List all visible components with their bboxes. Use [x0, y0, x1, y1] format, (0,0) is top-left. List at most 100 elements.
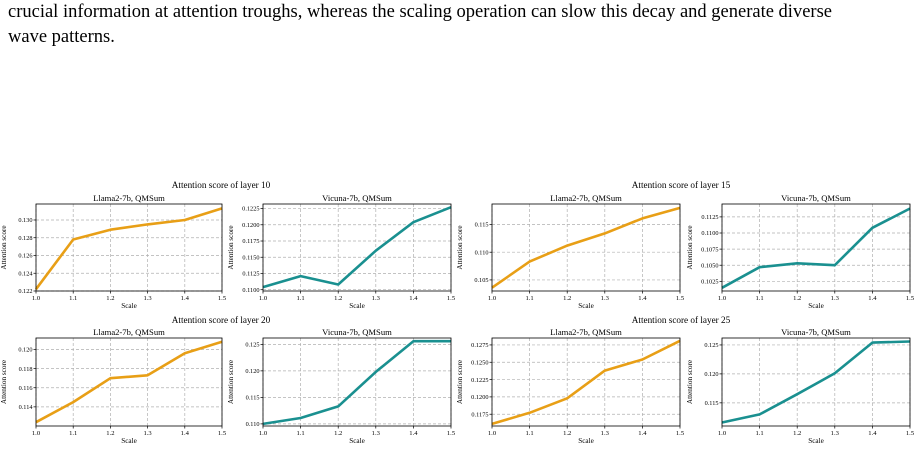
x-axis-label: Scale	[808, 302, 824, 310]
y-tick-label: 0.1200	[471, 394, 488, 401]
x-tick-label: 1.0	[32, 430, 41, 437]
series-line-0	[722, 209, 910, 288]
x-tick-label: 1.0	[488, 430, 497, 437]
y-tick-label: 0.110	[246, 421, 260, 428]
y-tick-label: 0.1100	[701, 230, 718, 237]
y-tick-label: 0.125	[704, 342, 718, 349]
y-tick-label: 0.1175	[471, 411, 488, 418]
y-axis-label: Attention score	[0, 225, 8, 269]
x-tick-label: 1.3	[372, 295, 381, 302]
y-axis-label: Attention score	[686, 225, 694, 269]
caption-line-1: crucial information at attention troughs…	[8, 0, 912, 25]
y-axis-label: Attention score	[456, 225, 464, 269]
x-tick-label: 1.0	[718, 295, 727, 302]
x-tick-label: 1.2	[334, 295, 342, 302]
y-tick-label: 0.1150	[242, 254, 259, 261]
x-axis-label: Scale	[808, 437, 824, 445]
y-tick-label: 0.122	[18, 288, 32, 295]
x-tick-label: 1.4	[868, 430, 877, 437]
y-tick-label: 0.120	[704, 371, 718, 378]
x-tick-label: 1.1	[755, 295, 763, 302]
x-tick-label: 1.4	[638, 295, 647, 302]
subplot-title: Vicuna-7b, QMSum	[781, 327, 851, 337]
x-tick-label: 1.5	[676, 430, 685, 437]
caption-line-2: wave patterns.	[8, 25, 912, 50]
y-tick-label: 0.128	[18, 235, 32, 242]
y-tick-label: 0.1225	[242, 206, 259, 213]
x-axis-label: Scale	[349, 302, 365, 310]
x-tick-label: 1.2	[106, 295, 114, 302]
plot-frame	[722, 338, 910, 426]
series-line-0	[722, 342, 910, 423]
y-tick-label: 0.118	[19, 366, 33, 373]
series-line-0	[36, 342, 222, 422]
y-tick-label: 0.105	[474, 277, 488, 284]
y-tick-label: 0.1250	[471, 359, 488, 366]
y-tick-label: 0.1275	[471, 342, 488, 349]
x-tick-label: 1.4	[868, 295, 877, 302]
x-tick-label: 1.0	[259, 430, 268, 437]
y-tick-label: 0.130	[18, 217, 32, 224]
x-tick-label: 1.5	[906, 430, 915, 437]
x-tick-label: 1.3	[601, 295, 610, 302]
y-tick-label: 0.1025	[701, 279, 718, 286]
y-axis-label: Attention score	[686, 360, 694, 404]
series-line-0	[492, 341, 680, 424]
series-line-0	[263, 207, 451, 287]
y-axis-label: Attention score	[456, 360, 464, 404]
plot-frame	[492, 338, 680, 426]
subplot-title: Vicuna-7b, QMSum	[781, 193, 851, 203]
x-tick-label: 1.5	[906, 295, 915, 302]
series-line-0	[263, 341, 451, 424]
y-tick-label: 0.126	[18, 253, 32, 260]
x-tick-label: 1.5	[218, 430, 227, 437]
x-tick-label: 1.1	[525, 430, 533, 437]
group-title-1: Attention score of layer 15	[632, 180, 731, 190]
y-tick-label: 0.1175	[242, 238, 259, 245]
x-tick-label: 1.3	[143, 295, 152, 302]
x-tick-label: 1.1	[525, 295, 533, 302]
x-tick-label: 1.0	[32, 295, 41, 302]
x-tick-label: 1.3	[143, 430, 152, 437]
x-tick-label: 1.2	[334, 430, 342, 437]
y-tick-label: 0.115	[475, 222, 489, 229]
y-tick-label: 0.115	[705, 400, 719, 407]
y-tick-label: 0.120	[18, 347, 32, 354]
y-tick-label: 0.125	[245, 342, 259, 349]
x-tick-label: 1.4	[638, 430, 647, 437]
x-axis-label: Scale	[578, 302, 594, 310]
y-axis-label: Attention score	[227, 225, 235, 269]
y-tick-label: 0.1125	[701, 214, 718, 221]
x-axis-label: Scale	[121, 437, 137, 445]
x-tick-label: 1.4	[181, 295, 190, 302]
group-title-0: Attention score of layer 10	[172, 180, 271, 190]
subplot-title: Llama2-7b, QMSum	[93, 193, 165, 203]
x-tick-label: 1.5	[676, 295, 685, 302]
x-tick-label: 1.1	[69, 430, 77, 437]
group-title-2: Attention score of layer 20	[172, 315, 271, 325]
x-tick-label: 1.1	[296, 295, 304, 302]
y-tick-label: 0.114	[19, 404, 34, 411]
x-tick-label: 1.4	[409, 295, 418, 302]
y-tick-label: 0.1050	[701, 262, 718, 269]
group-title-3: Attention score of layer 25	[632, 315, 731, 325]
x-tick-label: 1.1	[755, 430, 763, 437]
y-tick-label: 0.1225	[471, 377, 488, 384]
series-line-0	[36, 208, 222, 289]
x-tick-label: 1.3	[831, 430, 840, 437]
y-tick-label: 0.124	[18, 270, 33, 277]
attention-chart-grid: Attention score of layer 10 Attention sco…	[0, 176, 920, 457]
x-tick-label: 1.4	[409, 430, 418, 437]
y-tick-label: 0.1075	[701, 246, 718, 253]
subplot-title: Llama2-7b, QMSum	[550, 193, 622, 203]
figure-attention-scores: Attention score of layer 10 Attention sco…	[0, 176, 920, 457]
x-tick-label: 1.5	[218, 295, 227, 302]
x-tick-label: 1.0	[718, 430, 727, 437]
